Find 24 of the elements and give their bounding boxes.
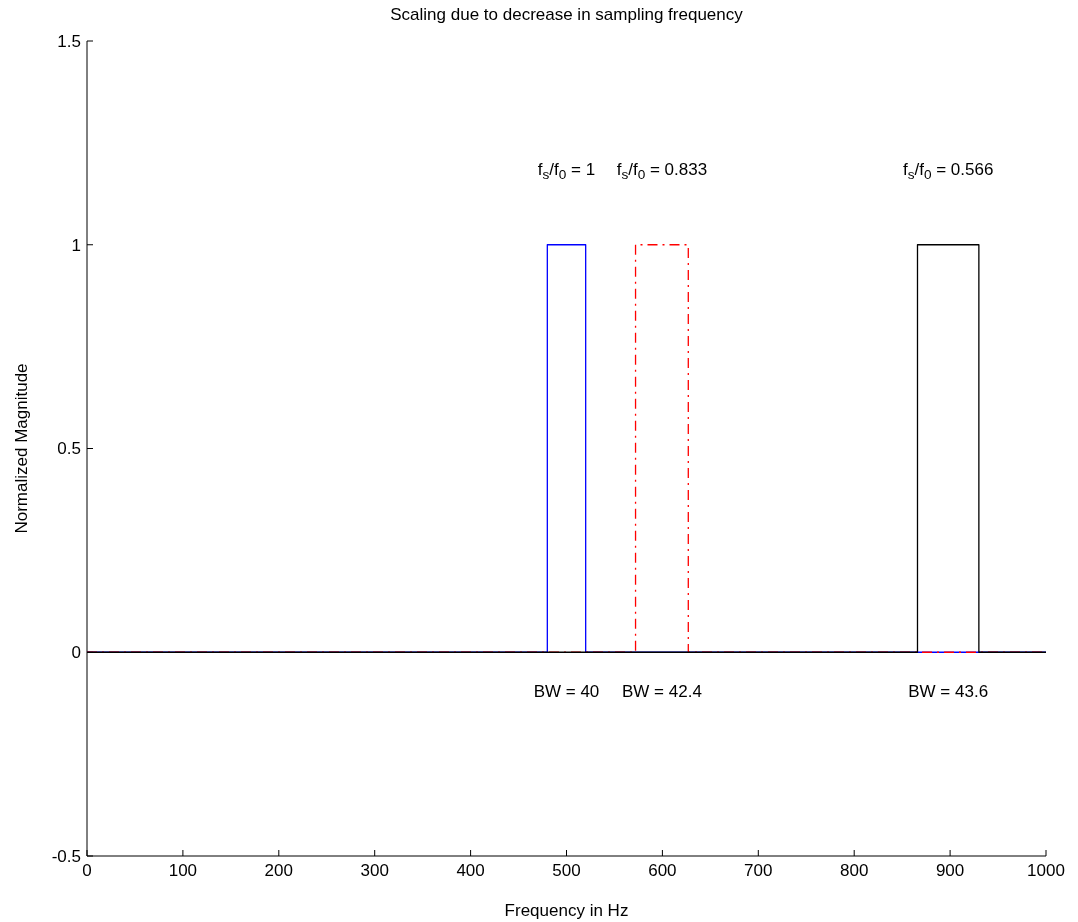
x-tick-label: 800	[840, 861, 869, 880]
x-tick-label: 900	[935, 861, 965, 880]
y-tick-label: 0	[71, 643, 81, 663]
annotation: f$_{s}$/f$_{0}$ = 1	[537, 159, 596, 182]
annotation: BW = 40	[533, 682, 600, 702]
chart-title: Scaling due to decrease in sampling frequency	[390, 5, 744, 24]
annotation: f$_{s}$/f$_{0}$ = 0.566	[902, 159, 994, 182]
y-axis-title: Normalized Magnitude	[12, 363, 31, 534]
x-tick-label: 500	[552, 861, 581, 880]
y-tick-label: 0.5	[57, 439, 81, 459]
x-tick-label: 1000	[1027, 861, 1065, 880]
annotation: f$_{s}$/f$_{0}$ = 0.833	[616, 159, 708, 182]
x-tick-label: 300	[360, 861, 389, 880]
annotation: BW = 43.6	[908, 682, 989, 702]
x-tick-label: 200	[264, 861, 293, 880]
annotation: BW = 42.4	[621, 682, 702, 702]
y-tick-label: -0.5	[51, 846, 81, 866]
x-tick-label: 700	[744, 861, 773, 880]
y-tick-label: 1.5	[57, 31, 81, 51]
x-tick-label: 600	[648, 861, 677, 880]
x-tick-label: 400	[456, 861, 485, 880]
y-tick-label: 1	[71, 235, 81, 255]
x-tick-label: 100	[168, 861, 198, 880]
x-axis-title: Frequency in Hz	[504, 901, 629, 920]
